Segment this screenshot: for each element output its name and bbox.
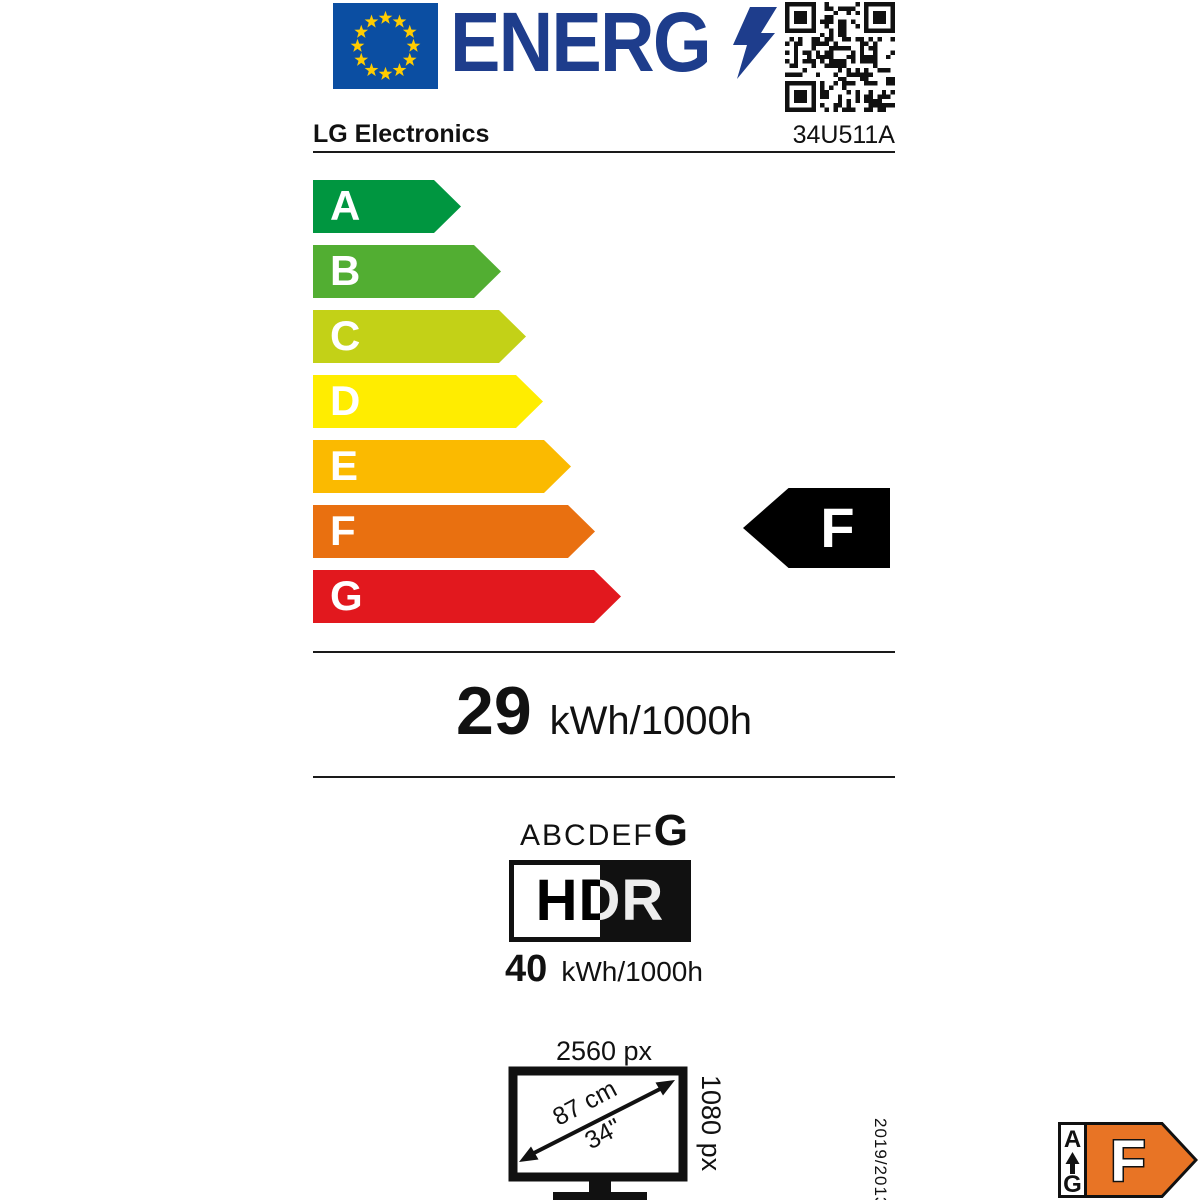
class-bar-letter: D: [330, 377, 361, 424]
lightning-bolt-icon: [733, 7, 777, 79]
mini-rating-class: F: [1110, 1129, 1145, 1194]
hdr-energy-unit: kWh/1000h: [561, 956, 703, 987]
rating-indicator-arrow: F: [743, 488, 890, 568]
hdr-energy-consumption: 40 kWh/1000h: [313, 948, 895, 991]
hdr-logo: HDR: [509, 860, 691, 942]
class-bar-E: E: [313, 440, 571, 493]
mini-scale-top: A: [1064, 1126, 1081, 1153]
divider: [313, 776, 895, 778]
hdr-logo-text: HDR: [535, 868, 665, 933]
energ-logo-text: ENERG: [450, 0, 712, 89]
energy-value: 29: [456, 673, 532, 749]
class-bar-letter: F: [330, 507, 356, 554]
hdr-range-class: G: [653, 806, 688, 855]
class-bar-letter: E: [330, 442, 359, 489]
class-bar-C: C: [313, 310, 526, 363]
divider: [313, 651, 895, 653]
eu-flag-icon: [333, 3, 438, 89]
hdr-class-range: ABCDEF G: [313, 806, 895, 856]
mini-energy-class-icon: A G F: [1058, 1122, 1198, 1198]
regulation-reference: 2019/2013: [871, 1118, 890, 1200]
class-bar-G: G: [313, 570, 621, 623]
up-arrow-icon: [1065, 1152, 1080, 1174]
hdr-range-prefix: ABCDEF: [520, 819, 654, 852]
class-bar-D: D: [313, 375, 543, 428]
mini-scale-bottom: G: [1063, 1171, 1082, 1198]
hdr-energy-value: 40: [505, 948, 548, 990]
class-bar-letter: A: [330, 182, 361, 229]
class-bar-letter: G: [330, 572, 363, 619]
supplier-name: LG Electronics: [313, 120, 490, 148]
class-bar-letter: C: [330, 312, 361, 359]
class-bar-letter: B: [330, 247, 361, 294]
horizontal-resolution: 2560 px: [555, 1036, 653, 1066]
divider: [313, 151, 895, 153]
rating-class-letter: F: [820, 496, 855, 559]
class-bar-A: A: [313, 180, 461, 233]
class-bar-F: F: [313, 505, 595, 558]
vertical-resolution: 1080 px: [696, 1075, 726, 1172]
energy-consumption: 29 kWh/1000h: [313, 672, 895, 752]
model-identifier: 34U511A: [792, 121, 895, 149]
energy-unit: kWh/1000h: [549, 699, 752, 743]
class-bar-B: B: [313, 245, 501, 298]
monitor-diagram-icon: [508, 1066, 688, 1200]
qr-code: [785, 2, 895, 112]
